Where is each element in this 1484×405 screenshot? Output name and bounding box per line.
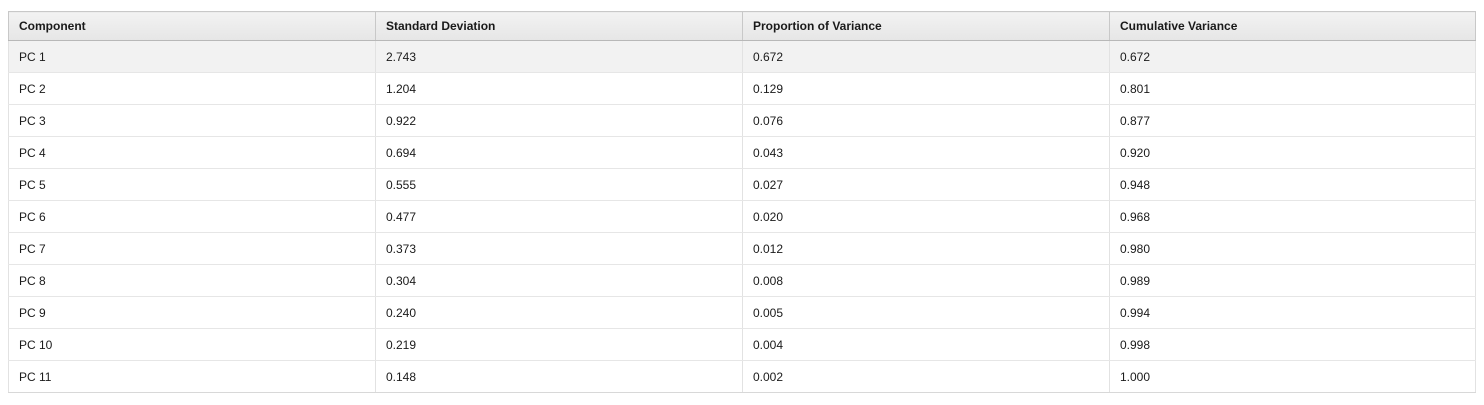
- variance-table-container: Component Standard Deviation Proportion …: [8, 11, 1476, 393]
- table-row[interactable]: PC 6 0.477 0.020 0.968: [8, 200, 1476, 233]
- cell-proportion-of-variance: 0.008: [742, 264, 1110, 297]
- cell-component: PC 1: [8, 40, 376, 73]
- cell-proportion-of-variance: 0.012: [742, 232, 1110, 265]
- cell-cumulative-variance: 0.948: [1109, 168, 1476, 201]
- table-row[interactable]: PC 3 0.922 0.076 0.877: [8, 104, 1476, 137]
- cell-cumulative-variance: 0.989: [1109, 264, 1476, 297]
- column-header-proportion-of-variance[interactable]: Proportion of Variance: [742, 11, 1110, 41]
- column-header-cumulative-variance[interactable]: Cumulative Variance: [1109, 11, 1476, 41]
- cell-standard-deviation: 0.477: [375, 200, 743, 233]
- column-header-standard-deviation[interactable]: Standard Deviation: [375, 11, 743, 41]
- cell-component: PC 5: [8, 168, 376, 201]
- table-row[interactable]: PC 9 0.240 0.005 0.994: [8, 296, 1476, 329]
- cell-cumulative-variance: 0.877: [1109, 104, 1476, 137]
- table-header-row: Component Standard Deviation Proportion …: [8, 11, 1476, 41]
- cell-standard-deviation: 0.304: [375, 264, 743, 297]
- cell-component: PC 7: [8, 232, 376, 265]
- cell-cumulative-variance: 0.920: [1109, 136, 1476, 169]
- cell-proportion-of-variance: 0.129: [742, 72, 1110, 105]
- cell-standard-deviation: 0.922: [375, 104, 743, 137]
- cell-proportion-of-variance: 0.002: [742, 360, 1110, 393]
- cell-component: PC 8: [8, 264, 376, 297]
- cell-proportion-of-variance: 0.672: [742, 40, 1110, 73]
- table-row[interactable]: PC 4 0.694 0.043 0.920: [8, 136, 1476, 169]
- cell-standard-deviation: 1.204: [375, 72, 743, 105]
- cell-cumulative-variance: 1.000: [1109, 360, 1476, 393]
- table-row[interactable]: PC 7 0.373 0.012 0.980: [8, 232, 1476, 265]
- cell-component: PC 3: [8, 104, 376, 137]
- cell-cumulative-variance: 0.994: [1109, 296, 1476, 329]
- cell-standard-deviation: 0.219: [375, 328, 743, 361]
- cell-component: PC 10: [8, 328, 376, 361]
- cell-proportion-of-variance: 0.027: [742, 168, 1110, 201]
- cell-component: PC 9: [8, 296, 376, 329]
- cell-component: PC 4: [8, 136, 376, 169]
- table-row[interactable]: PC 1 2.743 0.672 0.672: [8, 40, 1476, 73]
- cell-cumulative-variance: 0.968: [1109, 200, 1476, 233]
- column-header-component[interactable]: Component: [8, 11, 376, 41]
- cell-component: PC 11: [8, 360, 376, 393]
- table-row[interactable]: PC 2 1.204 0.129 0.801: [8, 72, 1476, 105]
- cell-standard-deviation: 2.743: [375, 40, 743, 73]
- cell-cumulative-variance: 0.672: [1109, 40, 1476, 73]
- cell-proportion-of-variance: 0.005: [742, 296, 1110, 329]
- cell-cumulative-variance: 0.980: [1109, 232, 1476, 265]
- cell-proportion-of-variance: 0.076: [742, 104, 1110, 137]
- cell-proportion-of-variance: 0.043: [742, 136, 1110, 169]
- table-row[interactable]: PC 8 0.304 0.008 0.989: [8, 264, 1476, 297]
- table-row[interactable]: PC 5 0.555 0.027 0.948: [8, 168, 1476, 201]
- table-row[interactable]: PC 10 0.219 0.004 0.998: [8, 328, 1476, 361]
- cell-standard-deviation: 0.555: [375, 168, 743, 201]
- cell-standard-deviation: 0.373: [375, 232, 743, 265]
- cell-component: PC 2: [8, 72, 376, 105]
- cell-cumulative-variance: 0.801: [1109, 72, 1476, 105]
- cell-standard-deviation: 0.148: [375, 360, 743, 393]
- cell-proportion-of-variance: 0.004: [742, 328, 1110, 361]
- cell-component: PC 6: [8, 200, 376, 233]
- cell-standard-deviation: 0.240: [375, 296, 743, 329]
- pca-variance-table: Component Standard Deviation Proportion …: [8, 11, 1476, 393]
- cell-proportion-of-variance: 0.020: [742, 200, 1110, 233]
- table-row[interactable]: PC 11 0.148 0.002 1.000: [8, 360, 1476, 393]
- cell-standard-deviation: 0.694: [375, 136, 743, 169]
- cell-cumulative-variance: 0.998: [1109, 328, 1476, 361]
